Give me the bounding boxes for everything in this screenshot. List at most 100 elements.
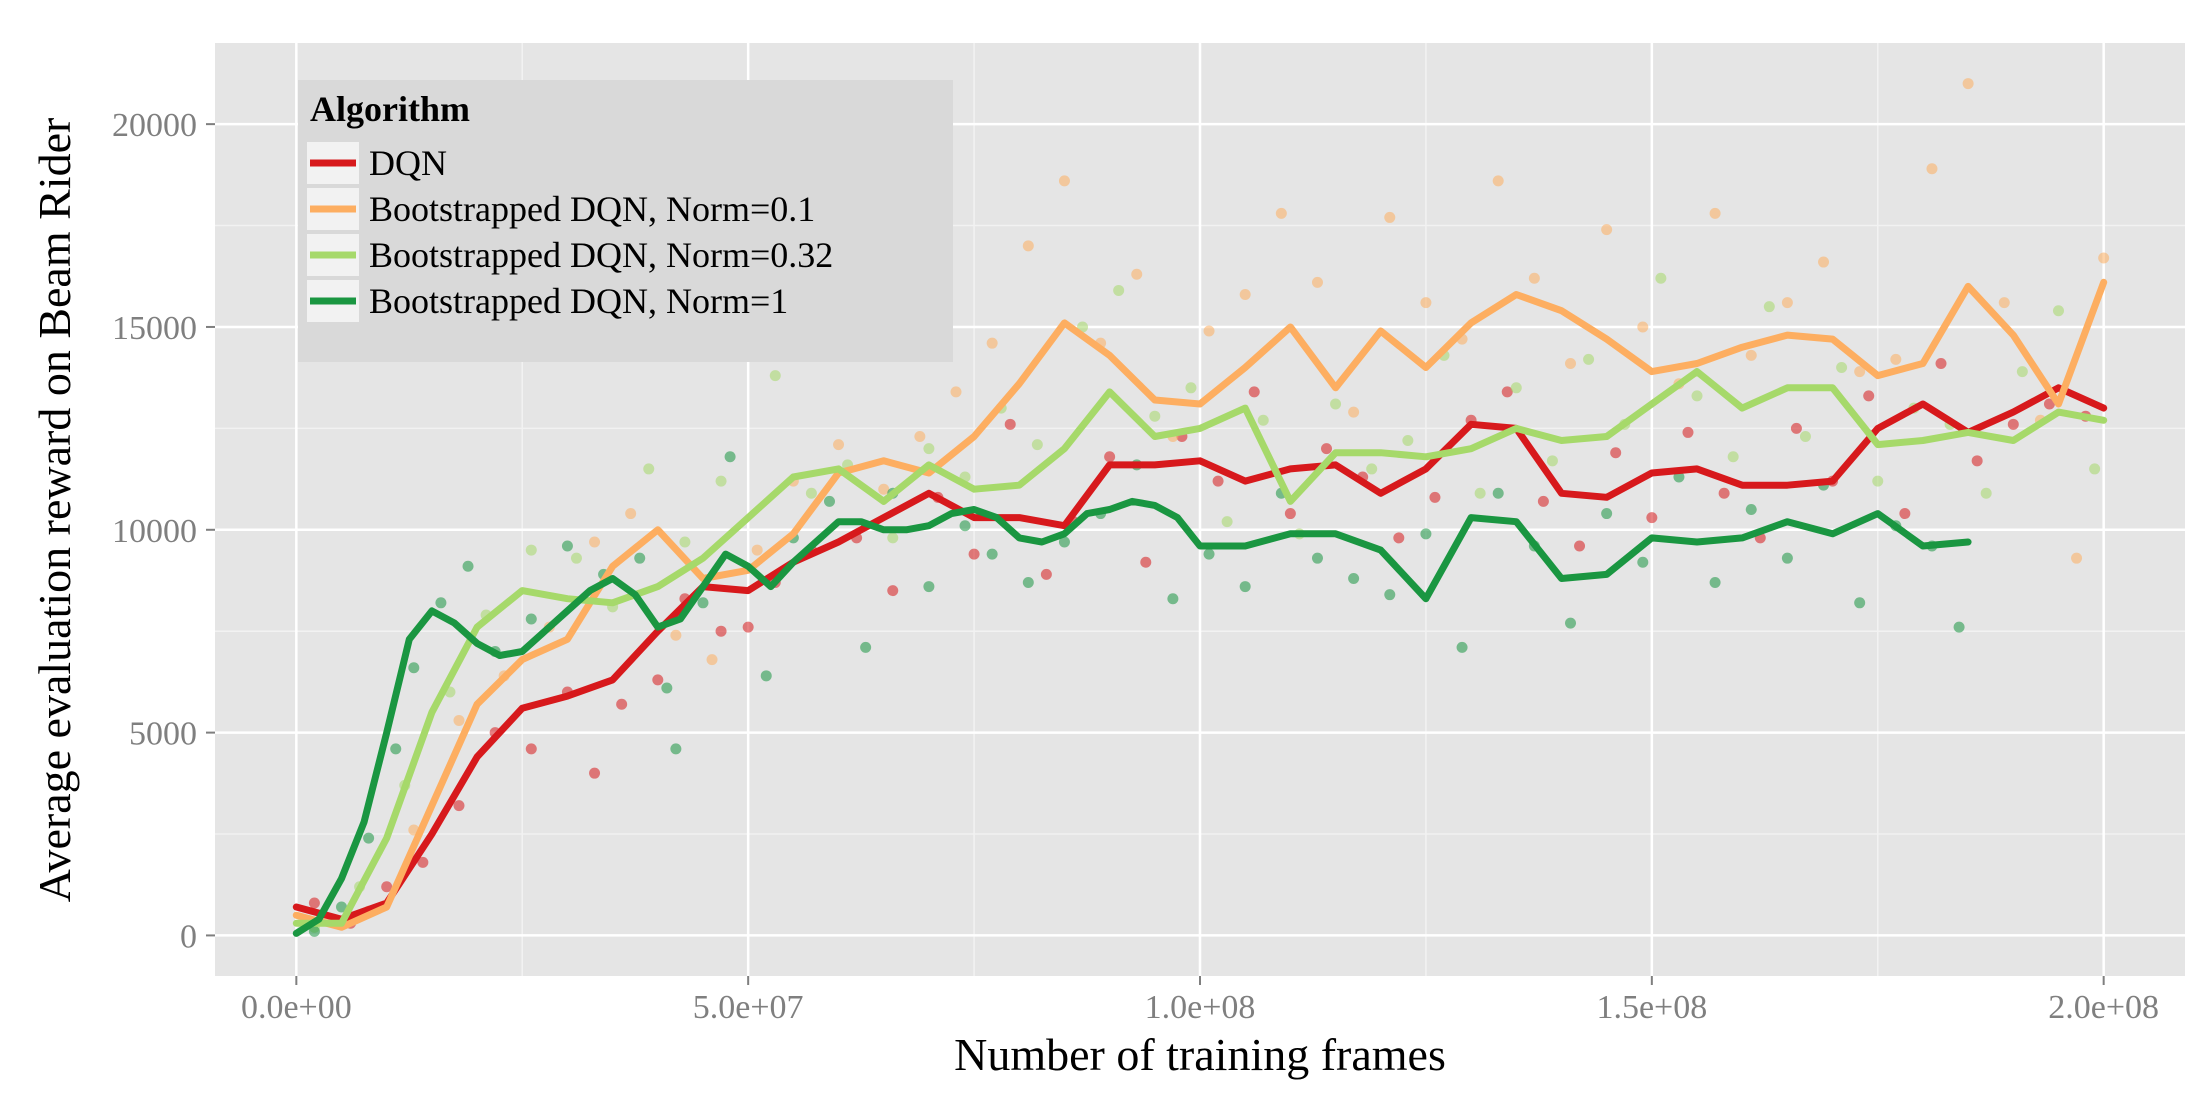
scatter-point-series-3	[1185, 382, 1197, 394]
scatter-point-series-4	[1022, 577, 1034, 589]
scatter-point-series-4	[1854, 597, 1866, 609]
scatter-point-series-2	[1420, 297, 1432, 309]
scatter-point-series-1	[1646, 512, 1658, 524]
scatter-point-series-1	[2007, 418, 2019, 430]
scatter-point-series-1	[1718, 487, 1730, 499]
scatter-point-series-4	[661, 682, 673, 694]
scatter-point-series-1	[453, 800, 465, 812]
scatter-point-series-3	[1257, 414, 1269, 426]
scatter-point-series-3	[1546, 455, 1558, 467]
scatter-point-series-3	[2016, 366, 2028, 378]
scatter-point-series-4	[1709, 577, 1721, 589]
scatter-point-series-1	[589, 767, 601, 779]
scatter-point-series-1	[1610, 447, 1622, 459]
scatter-point-series-4	[1167, 593, 1179, 605]
scatter-point-series-1	[1321, 443, 1333, 455]
scatter-point-series-4	[1058, 536, 1070, 548]
scatter-point-series-1	[381, 881, 393, 893]
scatter-point-series-3	[923, 443, 935, 455]
scatter-point-series-3	[1474, 487, 1486, 499]
scatter-point-series-2	[453, 714, 465, 726]
scatter-point-series-4	[1492, 487, 1504, 499]
y-tick-label: 10000	[112, 513, 197, 550]
series-line-2	[292, 278, 2108, 931]
scatter-point-series-4	[986, 548, 998, 560]
scatter-point-series-3	[1583, 353, 1595, 365]
scatter-point-series-1	[1971, 455, 1983, 467]
scatter-point-series-2	[589, 536, 601, 548]
series-line-4	[292, 497, 1972, 937]
legend-label: Bootstrapped DQN, Norm=1	[369, 281, 788, 321]
scatter-point-series-1	[968, 548, 980, 560]
scatter-point-series-2	[1058, 175, 1070, 187]
scatter-point-series-2	[986, 337, 998, 349]
scatter-point-series-4	[823, 495, 835, 507]
scatter-point-series-1	[1212, 475, 1224, 487]
scatter-point-series-3	[1366, 463, 1378, 475]
scatter-point-series-1	[1537, 495, 1549, 507]
x-tick-label: 1.0e+08	[1145, 989, 1256, 1026]
scatter-point-series-1	[525, 743, 537, 755]
scatter-point-series-3	[1031, 439, 1043, 451]
scatter-point-series-4	[697, 597, 709, 609]
scatter-point-series-4	[390, 743, 402, 755]
scatter-point-series-1	[1682, 426, 1694, 438]
scatter-point-series-3	[2089, 463, 2101, 475]
scatter-point-series-1	[887, 585, 899, 597]
scatter-point-series-4	[760, 670, 772, 682]
scatter-point-series-2	[1239, 289, 1251, 301]
scatter-point-series-2	[1203, 325, 1215, 337]
scatter-point-series-2	[1709, 207, 1721, 219]
scatter-point-series-1	[1248, 386, 1260, 398]
scatter-point-series-4	[1420, 528, 1432, 540]
scatter-point-series-2	[1311, 276, 1323, 288]
scatter-point-series-4	[1953, 621, 1965, 633]
scatter-point-series-2	[1962, 78, 1974, 90]
y-axis-title: Average evaluation reward on Beam Rider	[29, 118, 80, 903]
scatter-point-series-1	[1104, 451, 1116, 463]
scatter-point-series-2	[2098, 252, 2110, 264]
scatter-point-series-4	[1745, 504, 1757, 515]
scatter-point-series-1	[1899, 508, 1911, 520]
scatter-point-series-4	[408, 662, 420, 674]
scatter-point-series-2	[1818, 256, 1830, 268]
scatter-point-series-4	[959, 520, 971, 532]
scatter-point-series-1	[1429, 491, 1441, 503]
scatter-point-series-4	[1781, 552, 1793, 564]
scatter-point-series-3	[1980, 487, 1992, 499]
scatter-point-series-3	[1330, 398, 1342, 410]
scatter-point-series-4	[1311, 552, 1323, 564]
scatter-point-series-1	[308, 897, 320, 909]
scatter-point-series-2	[1998, 297, 2010, 309]
scatter-point-series-3	[1149, 410, 1161, 422]
legend-label: Bootstrapped DQN, Norm=0.1	[369, 189, 815, 229]
scatter-point-series-1	[1140, 556, 1152, 568]
y-tick-label: 20000	[112, 107, 197, 144]
scatter-point-series-4	[724, 451, 736, 463]
legend-items: DQN Bootstrapped DQN, Norm=0.1 Bootstrappe…	[307, 142, 833, 322]
scatter-point-series-4	[525, 613, 537, 625]
legend: Algorithm DQN Bootstrapped DQN, Norm=0.1 B…	[298, 80, 953, 362]
scatter-point-series-4	[923, 581, 935, 593]
scatter-point-series-4	[1203, 548, 1215, 560]
scatter-point-series-4	[462, 560, 474, 572]
lines-layer	[292, 278, 2108, 937]
scatter-point-series-2	[2071, 552, 2083, 564]
scatter-point-series-3	[805, 487, 817, 499]
scatter-point-series-1	[1284, 508, 1296, 520]
x-tick-label: 0.0e+00	[241, 989, 352, 1026]
scatter-point-series-3	[643, 463, 655, 475]
x-tick-label: 2.0e+08	[2048, 989, 2159, 1026]
scatter-point-series-3	[715, 475, 727, 487]
scatter-point-series-1	[1863, 390, 1875, 402]
scatter-point-series-2	[1022, 240, 1034, 252]
scatter-point-series-1	[715, 625, 727, 637]
scatter-point-series-4	[1348, 572, 1360, 584]
scatter-point-series-3	[1221, 516, 1233, 528]
legend-label: DQN	[369, 143, 447, 183]
scatter-point-series-4	[1384, 589, 1396, 601]
scatter-point-series-2	[1528, 272, 1540, 284]
scatter-point-series-2	[1348, 406, 1360, 418]
scatter-point-series-4	[561, 540, 573, 552]
